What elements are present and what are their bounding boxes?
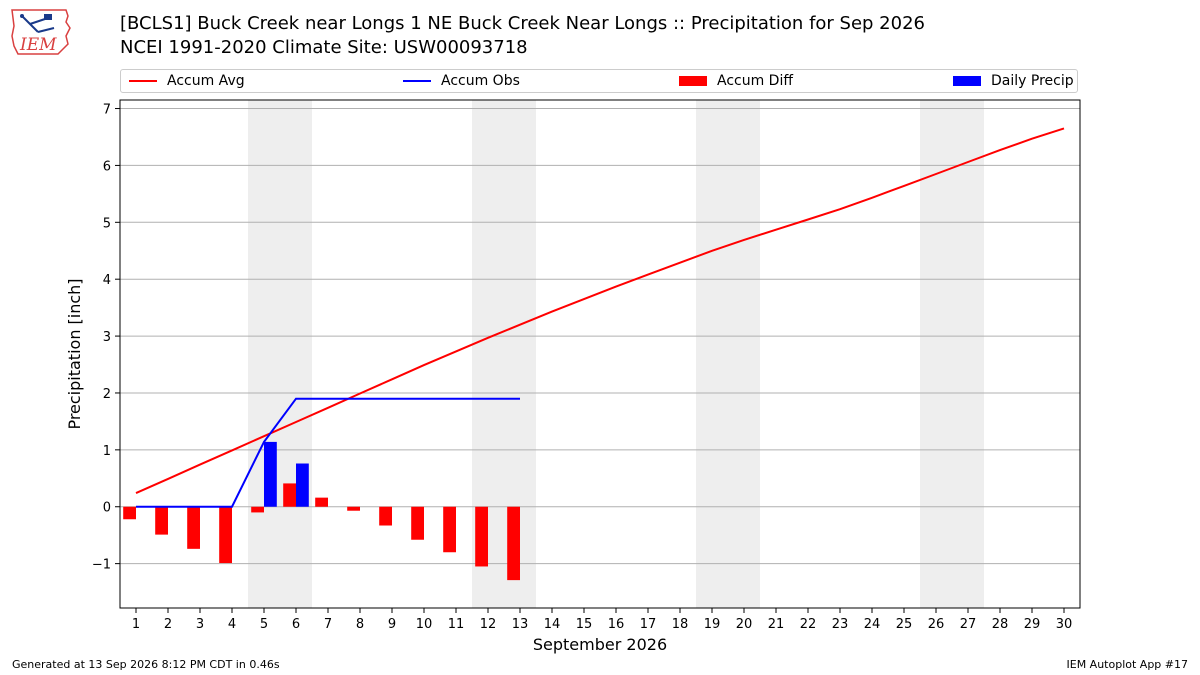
x-tick-label: 19 — [704, 617, 721, 632]
x-tick-label: 20 — [736, 617, 753, 632]
x-tick-label: 13 — [512, 617, 529, 632]
accum-diff-bar — [187, 506, 200, 549]
x-tick-label: 23 — [832, 617, 849, 632]
x-tick-label: 1 — [132, 617, 140, 632]
weekend-shade — [920, 100, 952, 608]
legend-label-daily-precip: Daily Precip — [991, 73, 1074, 89]
x-tick-label: 29 — [1024, 617, 1041, 632]
x-tick-label: 18 — [672, 617, 689, 632]
x-tick-label: 22 — [800, 617, 817, 632]
x-tick-label: 3 — [196, 617, 204, 632]
x-tick-label: 24 — [864, 617, 881, 632]
y-tick-label: 3 — [103, 330, 111, 345]
legend-label-accum-avg: Accum Avg — [167, 73, 245, 89]
x-tick-label: 14 — [544, 617, 561, 632]
x-tick-label: 11 — [448, 617, 465, 632]
app-label: IEM Autoplot App #17 — [1066, 658, 1189, 671]
legend-item-accum-diff: Accum Diff — [679, 70, 793, 92]
chart-title: [BCLS1] Buck Creek near Longs 1 NE Buck … — [120, 13, 925, 34]
y-tick-label: 1 — [103, 444, 111, 459]
y-tick-label: 7 — [103, 103, 111, 118]
weekend-shade — [280, 100, 312, 608]
generated-timestamp: Generated at 13 Sep 2026 8:12 PM CDT in … — [12, 658, 280, 671]
accum-diff-bar — [411, 506, 424, 540]
x-axis-label: September 2026 — [533, 635, 667, 654]
x-tick-label: 4 — [228, 617, 236, 632]
accum-diff-bar — [475, 506, 488, 567]
x-tick-label: 30 — [1056, 617, 1073, 632]
accum-diff-bar — [283, 483, 296, 507]
accum-diff-bar — [443, 506, 456, 553]
legend-swatch-accum-diff — [679, 76, 707, 86]
x-tick-label: 25 — [896, 617, 913, 632]
weekend-shade — [248, 100, 280, 608]
accum-diff-bar — [251, 506, 264, 513]
legend-item-accum-avg: Accum Avg — [129, 70, 245, 92]
y-tick-label: 4 — [103, 273, 111, 288]
x-tick-label: 15 — [576, 617, 593, 632]
x-tick-label: 8 — [356, 617, 364, 632]
x-tick-label: 17 — [640, 617, 657, 632]
weekend-shade — [952, 100, 984, 608]
x-tick-label: 9 — [388, 617, 396, 632]
accum-diff-bar — [123, 506, 136, 520]
accum-diff-bar — [507, 506, 520, 581]
plot-frame — [119, 99, 1081, 609]
legend-swatch-accum-avg — [129, 80, 157, 82]
x-tick-label: 7 — [324, 617, 332, 632]
daily-precip-bar — [296, 463, 309, 507]
x-tick-label: 26 — [928, 617, 945, 632]
x-tick-label: 6 — [292, 617, 300, 632]
daily-precip-bar — [264, 441, 277, 507]
y-axis-label: Precipitation [inch] — [65, 278, 84, 429]
logo-text: IEM — [19, 35, 57, 55]
x-tick-label: 16 — [608, 617, 625, 632]
legend-swatch-accum-obs — [403, 80, 431, 82]
accum-obs-line — [136, 397, 520, 508]
x-tick-label: 27 — [960, 617, 977, 632]
y-tick-label: −1 — [92, 558, 111, 573]
accum-diff-bar — [219, 506, 232, 564]
x-tick-label: 5 — [260, 617, 268, 632]
x-tick-label: 2 — [164, 617, 172, 632]
x-tick-label: 10 — [416, 617, 433, 632]
weekend-shade — [728, 100, 760, 608]
x-tick-label: 21 — [768, 617, 785, 632]
accum-diff-bar — [347, 506, 360, 511]
chart-subtitle: NCEI 1991-2020 Climate Site: USW00093718 — [120, 37, 528, 58]
accum-avg-line — [135, 127, 1065, 495]
y-tick-label: 6 — [103, 159, 111, 174]
accum-diff-bar — [155, 506, 168, 535]
iem-logo: IEM — [8, 6, 74, 58]
accum-diff-bar — [379, 506, 392, 526]
legend-item-accum-obs: Accum Obs — [403, 70, 520, 92]
y-tick-label: 2 — [103, 387, 111, 402]
legend-swatch-daily-precip — [953, 76, 981, 86]
y-tick-label: 0 — [103, 501, 111, 516]
weekend-shade — [696, 100, 728, 608]
legend-item-daily-precip: Daily Precip — [953, 70, 1074, 92]
y-tick-label: 5 — [103, 216, 111, 231]
legend-label-accum-obs: Accum Obs — [441, 73, 520, 89]
accum-diff-bar — [315, 497, 328, 507]
legend-label-accum-diff: Accum Diff — [717, 73, 794, 89]
legend: Accum Avg Accum Obs Accum Diff Daily Pre… — [120, 69, 1078, 93]
x-tick-label: 28 — [992, 617, 1009, 632]
x-tick-label: 12 — [480, 617, 497, 632]
